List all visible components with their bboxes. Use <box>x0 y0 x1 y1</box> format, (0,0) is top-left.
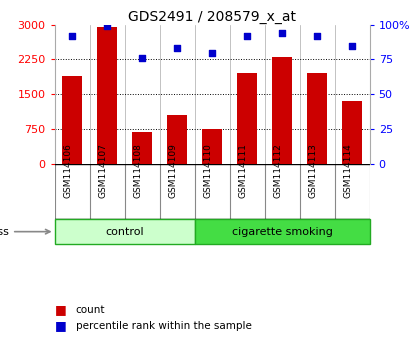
Bar <box>342 101 362 164</box>
Text: GSM114109: GSM114109 <box>168 143 177 198</box>
Bar <box>307 73 327 164</box>
Text: count: count <box>76 305 105 315</box>
Text: ■: ■ <box>55 303 66 316</box>
Point <box>104 23 110 29</box>
Point <box>244 33 250 39</box>
Text: GSM114111: GSM114111 <box>238 143 247 198</box>
Text: ■: ■ <box>55 319 66 332</box>
Bar <box>97 27 117 164</box>
Bar <box>63 76 82 164</box>
Bar <box>194 219 370 244</box>
Point <box>279 30 286 36</box>
Bar <box>132 132 152 164</box>
Bar <box>168 115 187 164</box>
Text: GSM114108: GSM114108 <box>133 143 142 198</box>
Text: GSM114107: GSM114107 <box>98 143 107 198</box>
Text: GSM114106: GSM114106 <box>63 143 72 198</box>
Point <box>139 55 145 61</box>
Text: cigarette smoking: cigarette smoking <box>232 227 333 236</box>
Bar <box>55 219 194 244</box>
Text: GSM114112: GSM114112 <box>273 143 282 198</box>
Text: percentile rank within the sample: percentile rank within the sample <box>76 321 252 331</box>
Bar <box>273 57 292 164</box>
Text: GSM114113: GSM114113 <box>308 143 317 198</box>
Text: GSM114114: GSM114114 <box>343 143 352 198</box>
Bar <box>202 129 222 164</box>
Text: control: control <box>105 227 144 236</box>
Point <box>349 43 355 48</box>
Point <box>174 46 181 51</box>
Point <box>69 33 76 39</box>
Bar <box>237 73 257 164</box>
Point <box>209 50 215 55</box>
Text: stress: stress <box>0 227 50 236</box>
Point <box>314 33 320 39</box>
Title: GDS2491 / 208579_x_at: GDS2491 / 208579_x_at <box>128 10 296 24</box>
Text: GSM114110: GSM114110 <box>203 143 212 198</box>
